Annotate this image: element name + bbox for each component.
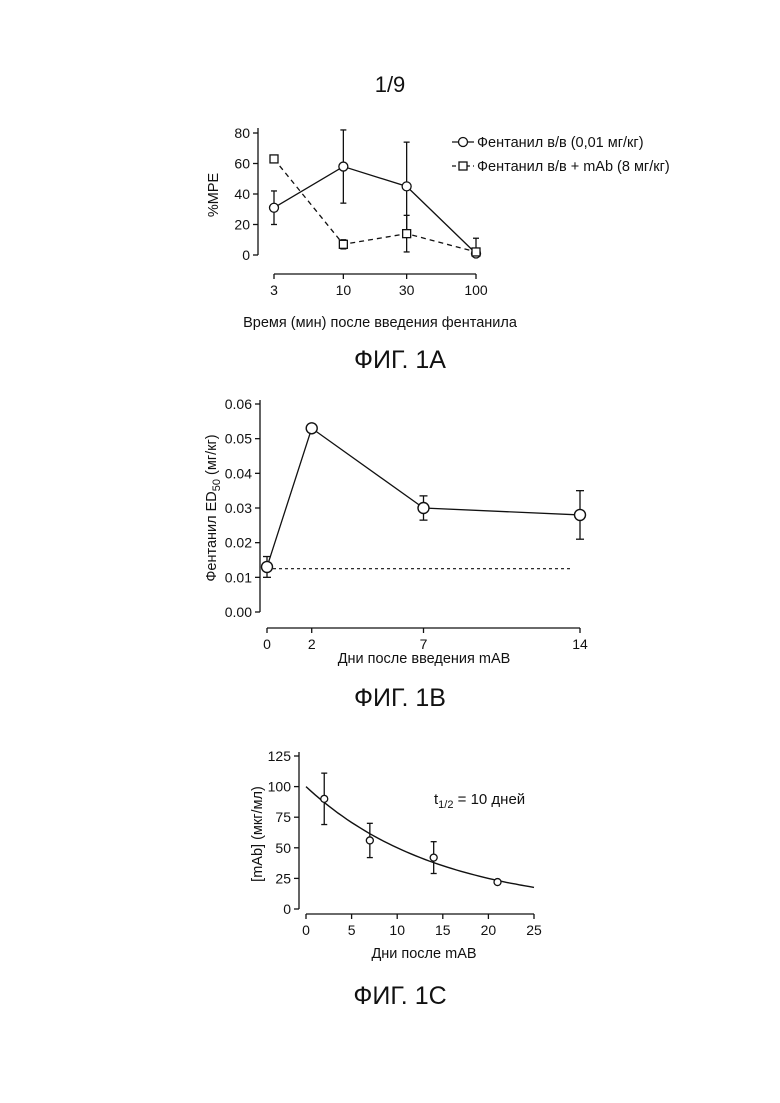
y-tick-label: 40 (234, 186, 250, 202)
legend-entry-series-1: Фентанил в/в (0,01 мг/кг) (477, 135, 644, 151)
figure-1c-chart: 0 25 50 75 100 125 0 5 10 15 20 25 [mAb] (мкг/мл) Д… (250, 748, 542, 1010)
x-tick-label: 7 (420, 636, 428, 652)
figure-1a-caption: ФИГ. 1А (354, 346, 446, 374)
figure-1b-xlabel: Дни после введения mAB (338, 651, 511, 667)
x-tick-label: 30 (399, 282, 415, 298)
y-tick-label: 125 (268, 748, 292, 764)
series-2-point (339, 240, 347, 248)
annotation-tail: = 10 дней (453, 791, 525, 808)
figure-1c-caption: ФИГ. 1С (353, 982, 446, 1010)
x-tick-label: 0 (302, 922, 310, 938)
y-tick-label: 50 (275, 840, 291, 856)
figure-1b-ylabel: Фентанил ED50 (мг/кг) (204, 434, 223, 581)
x-tick-label: 2 (308, 636, 316, 652)
data-point (321, 795, 328, 802)
y-tick-label: 0.02 (225, 535, 252, 551)
x-tick-label: 0 (263, 636, 271, 652)
series-2-point (403, 230, 411, 238)
data-point (575, 509, 586, 520)
y-tick-label: 0.06 (225, 396, 252, 412)
series-1-point (339, 162, 348, 171)
data-point (366, 837, 373, 844)
series-1-point (270, 203, 279, 212)
y-tick-label: 20 (234, 217, 250, 233)
y-tick-label: 80 (234, 125, 250, 141)
y-tick-label: 100 (268, 779, 292, 795)
figure-1c-ylabel: [mAb] (мкг/мл) (250, 786, 266, 882)
figure-1a-chart: 0 20 40 60 80 3 10 30 100 %MPE Время (мин) после… (206, 125, 670, 374)
figure-1a-ylabel: %MPE (206, 173, 222, 218)
figure-1c-axes: 0 25 50 75 100 125 0 5 10 15 20 25 (268, 748, 542, 938)
x-tick-label: 10 (336, 282, 352, 298)
series-2-point (472, 248, 480, 256)
x-tick-label: 15 (435, 922, 451, 938)
x-tick-label: 14 (572, 636, 588, 652)
series-1-line (274, 167, 476, 254)
figure-1b-chart: 0.00 0.01 0.02 0.03 0.04 0.05 0.06 0 2 7 14 Фентан… (204, 396, 588, 712)
legend-square-marker (459, 162, 467, 170)
x-tick-label: 3 (270, 282, 278, 298)
series-2-point (270, 155, 278, 163)
y-tick-label: 0.00 (225, 604, 252, 620)
x-tick-label: 20 (481, 922, 497, 938)
ylabel-tail: (мг/кг) (204, 434, 220, 479)
y-tick-label: 25 (275, 870, 291, 886)
y-tick-label: 0 (242, 247, 250, 263)
figure-1c-annotation: t1/2 = 10 дней (434, 791, 525, 811)
y-tick-label: 0 (283, 901, 291, 917)
data-point (430, 854, 437, 861)
x-tick-label: 25 (526, 922, 542, 938)
data-point (306, 423, 317, 434)
y-tick-label: 0.05 (225, 431, 252, 447)
y-tick-label: 0.04 (225, 465, 252, 481)
ylabel-main: Фентанил ED (204, 491, 220, 581)
legend-entry-series-2: Фентанил в/в + mAb (8 мг/кг) (477, 159, 670, 175)
data-point (494, 879, 501, 886)
figure-1b-caption: ФИГ. 1В (354, 684, 446, 712)
ylabel-subscript: 50 (211, 479, 223, 491)
series-1-point (402, 182, 411, 191)
data-point (262, 561, 273, 572)
data-point (418, 503, 429, 514)
y-tick-label: 0.03 (225, 500, 252, 516)
y-tick-label: 75 (275, 809, 291, 825)
annotation-subscript: 1/2 (438, 799, 453, 811)
x-tick-label: 10 (389, 922, 405, 938)
figure-1b-marks (262, 423, 586, 578)
figure-1a-xlabel: Время (мин) после введения фентанила (243, 315, 518, 331)
y-tick-label: 60 (234, 156, 250, 172)
x-tick-label: 100 (464, 282, 488, 298)
figure-1b-axes: 0.00 0.01 0.02 0.03 0.04 0.05 0.06 0 2 7 14 (225, 396, 588, 652)
figure-1a-legend: Фентанил в/в (0,01 мг/кг) Фентанил в/в +… (452, 135, 670, 175)
figure-1c-xlabel: Дни после mAB (371, 946, 476, 962)
figure-1a-marks (270, 130, 481, 258)
legend-circle-marker (459, 138, 468, 147)
y-tick-label: 0.01 (225, 569, 252, 585)
series-2-line (274, 159, 476, 252)
x-tick-label: 5 (348, 922, 356, 938)
